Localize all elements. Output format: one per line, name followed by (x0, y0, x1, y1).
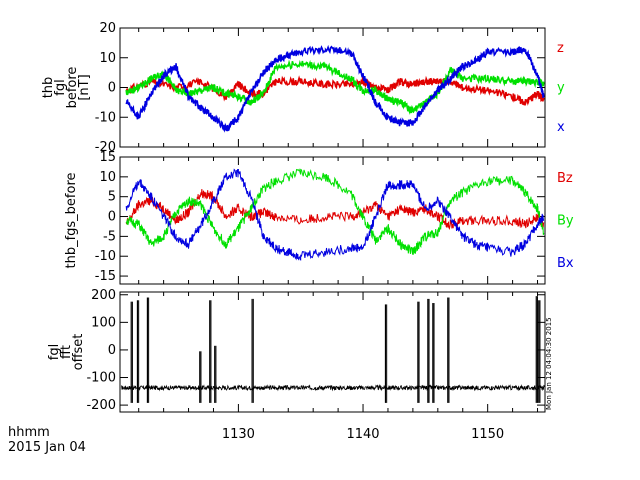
y-axis-label: thb (41, 77, 56, 99)
panel-frame (119, 156, 546, 285)
y-axis-label: fft (59, 345, 74, 359)
legend-x: x (557, 120, 565, 135)
y-axis-label: fgl (53, 79, 68, 95)
y-tick-label: -10 (95, 110, 116, 125)
y-tick-label: 15 (99, 150, 116, 165)
y-tick-label: -5 (103, 229, 116, 244)
y-tick-label: 0 (108, 210, 116, 225)
y-tick-label: -200 (86, 398, 116, 413)
legend-y: y (557, 81, 565, 96)
panel-2: 15 10 5 0 -5 -10 -15 thb_fgs_before Bz By Bx (64, 150, 574, 285)
y-axis-label: thb_fgs_before (64, 172, 79, 268)
y-tick-label: 20 (99, 21, 116, 36)
series-line-x (125, 44, 545, 133)
x-tick-label: 1130 (222, 427, 255, 442)
y-tick-label: 0 (108, 343, 116, 358)
y-axis-label: fgl (47, 344, 62, 360)
y-tick-label: -15 (95, 269, 116, 284)
series-line-by (125, 168, 545, 255)
y-tick-label: 10 (99, 51, 116, 66)
y-axis-label: [nT] (77, 74, 92, 100)
offset-series-line (121, 384, 545, 392)
y-axis-label: offset (71, 334, 86, 371)
y-tick-label: 200 (91, 288, 116, 303)
y-axis-label: before (65, 67, 80, 109)
time-format-label: hhmm (8, 425, 50, 440)
legend-by: By (557, 214, 574, 229)
date-label: 2015 Jan 04 (8, 440, 86, 455)
legend-bz: Bz (557, 171, 573, 186)
y-tick-label: -20 (95, 140, 116, 155)
y-tick-label: 100 (91, 315, 116, 330)
series-line-y (125, 59, 545, 115)
y-tick-label: -10 (95, 249, 116, 264)
y-tick-label: 0 (108, 81, 116, 96)
series-line-bx (125, 168, 544, 261)
series-line-bz (125, 189, 545, 230)
y-tick-label: 10 (99, 170, 116, 185)
legend-z: z (557, 41, 564, 56)
panel-frame (119, 291, 546, 413)
x-tick-label: 1140 (346, 427, 379, 442)
y-tick-label: -100 (86, 371, 116, 386)
x-tick-label: 1150 (471, 427, 504, 442)
legend-bx: Bx (557, 256, 574, 271)
y-tick-label: 5 (108, 190, 116, 205)
timestamp-text: Mon Jan 12 04:04:30 2015 (545, 317, 553, 410)
